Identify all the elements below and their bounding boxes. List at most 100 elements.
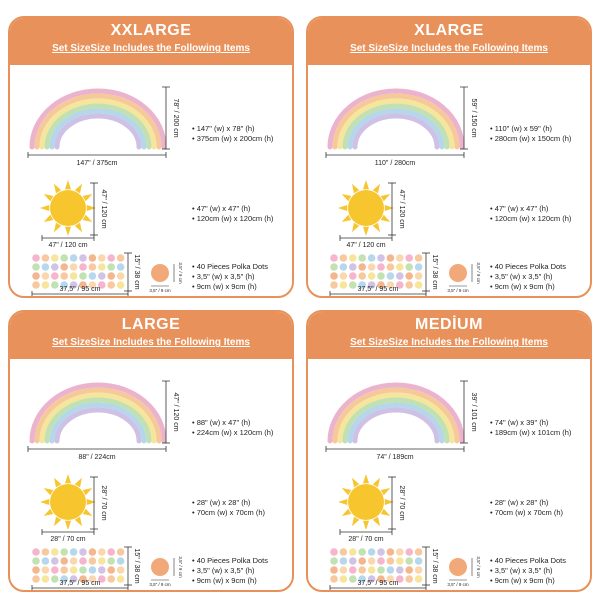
polka-dot xyxy=(88,557,97,565)
card-subtitle: Set SizeSize Includes the Following Item… xyxy=(350,43,548,54)
card-title: XLARGE xyxy=(414,22,484,39)
sun-ray xyxy=(372,477,380,488)
sun-ray xyxy=(86,498,96,506)
polka-dot xyxy=(330,575,338,583)
polka-dot xyxy=(386,548,395,556)
polka-dot xyxy=(414,566,423,574)
polka-dot xyxy=(88,566,97,574)
size-card-xxlarge: XXLARGE Set SizeSize Includes the Follow… xyxy=(8,16,294,298)
single-dot-width-label: 3,5" / 9 cm xyxy=(447,582,469,587)
polka-dot xyxy=(116,557,125,565)
polka-dot xyxy=(79,272,87,280)
dots-width-label: 37,5" / 95 cm xyxy=(59,286,100,293)
polka-dot xyxy=(396,575,404,583)
rainbow-height-dimension: 59" / 150 cm xyxy=(460,86,477,150)
polka-dot xyxy=(414,548,423,556)
card-illustration: 47" / 120 cm 88" / 224cm 28" / 70 cm xyxy=(27,380,183,590)
spec-line: • 47" (w) x 47" (h) xyxy=(192,204,251,213)
polka-dot xyxy=(330,548,338,556)
single-dot-dimension: 3,5" / 9 cm 3,5" / 9 cm xyxy=(447,262,481,293)
polka-dot xyxy=(79,557,87,565)
sun-ray xyxy=(43,214,54,222)
polka-dot xyxy=(41,272,50,280)
polka-dot xyxy=(349,548,357,556)
spec-line: • 3,5" (w) x 3,5" (h) xyxy=(192,566,255,575)
card-subtitle: Set SizeSize Includes the Following Item… xyxy=(350,337,548,348)
sun-ray xyxy=(380,488,391,496)
polka-dot xyxy=(32,575,40,583)
dots-spec: • 40 Pieces Polka Dots • 3,5" (w) x 3,5" … xyxy=(490,556,566,586)
polka-dot xyxy=(349,566,357,574)
spec-line: • 224cm (w) x 120cm (h) xyxy=(192,428,274,437)
card-illustration: 78" / 200 cm 147" / 375cm 47" / 120 cm xyxy=(27,86,183,296)
polka-dot xyxy=(60,557,68,565)
polka-dot xyxy=(339,263,348,271)
polka-dot xyxy=(41,557,50,565)
sun-ray xyxy=(43,194,54,202)
polka-dot xyxy=(107,254,115,262)
polka-dot xyxy=(386,263,395,271)
dots-width-label: 37,5" / 95 cm xyxy=(357,580,398,587)
card-header: MEDİUM Set SizeSize Includes the Followi… xyxy=(308,312,590,359)
spec-line: • 9cm (w) x 9cm (h) xyxy=(192,282,257,291)
sun-ray xyxy=(352,183,360,194)
single-dot-dimension: 3,5" / 9 cm 3,5" / 9 cm xyxy=(149,556,183,587)
polka-dot xyxy=(51,281,59,289)
sun-ray xyxy=(352,516,360,527)
sun-ray xyxy=(338,204,348,212)
dots-width-dimension: 37,5" / 95 cm xyxy=(31,286,129,296)
sun-ray xyxy=(64,180,72,190)
polka-dot xyxy=(32,548,40,556)
sun-ray xyxy=(82,508,93,516)
sun-ray xyxy=(380,194,391,202)
sun-ray xyxy=(372,516,380,527)
polka-dot xyxy=(405,272,413,280)
polka-dots-grid xyxy=(32,548,125,583)
sun-ray xyxy=(64,226,72,236)
polka-dot xyxy=(396,548,404,556)
polka-dot xyxy=(349,281,357,289)
spec-line: • 9cm (w) x 9cm (h) xyxy=(490,282,555,291)
sun-ray xyxy=(362,226,370,236)
polka-dot xyxy=(358,254,366,262)
sun-image xyxy=(338,474,394,530)
polka-dot xyxy=(405,254,413,262)
sun-ray xyxy=(384,498,394,506)
polka-dot xyxy=(32,281,40,289)
polka-dot xyxy=(32,254,40,262)
spec-line: • 3,5" (w) x 3,5" (h) xyxy=(490,566,553,575)
polka-dot xyxy=(60,281,68,289)
rainbow-width-dimension: 88" / 224cm xyxy=(27,446,167,461)
spec-line: • 9cm (w) x 9cm (h) xyxy=(192,576,257,585)
dots-height-dimension: 15" / 38 cm xyxy=(124,252,140,292)
spec-line: • 189cm (w) x 101cm (h) xyxy=(490,428,572,437)
sun-ray xyxy=(341,508,352,516)
polka-dot xyxy=(405,548,413,556)
polka-dot xyxy=(116,263,125,271)
sun-ray xyxy=(362,520,370,530)
polka-dot xyxy=(396,272,404,280)
polka-dot xyxy=(339,281,348,289)
polka-dot xyxy=(41,575,50,583)
dots-width-dimension: 37,5" / 95 cm xyxy=(31,580,129,590)
polka-dot xyxy=(107,566,115,574)
card-illustration: 59" / 150 cm 110" / 280cm 47" / 120 cm xyxy=(325,86,481,296)
polka-dot xyxy=(51,272,59,280)
polka-dot xyxy=(367,263,376,271)
sun-height-label: 28" / 70 cm xyxy=(398,485,405,520)
polka-dot xyxy=(88,263,97,271)
rainbow-image xyxy=(327,88,465,150)
spec-line: • 70cm (w) x 70cm (h) xyxy=(192,508,266,517)
sun-ray xyxy=(380,508,391,516)
polka-dot xyxy=(349,575,357,583)
rainbow-spec: • 88" (w) x 47" (h) • 224cm (w) x 120cm (… xyxy=(192,418,273,438)
sun-ray xyxy=(352,477,360,488)
sun-ray xyxy=(352,222,360,233)
size-card-medi̇um: MEDİUM Set SizeSize Includes the Followi… xyxy=(306,310,592,592)
polka-dot xyxy=(98,263,106,271)
spec-line: • 88" (w) x 47" (h) xyxy=(192,418,251,427)
spec-line: • 3,5" (w) x 3,5" (h) xyxy=(192,272,255,281)
card-title: MEDİUM xyxy=(415,316,483,333)
single-dot-height-label: 3,5" / 9 cm xyxy=(476,262,481,284)
sun-image xyxy=(338,180,394,236)
